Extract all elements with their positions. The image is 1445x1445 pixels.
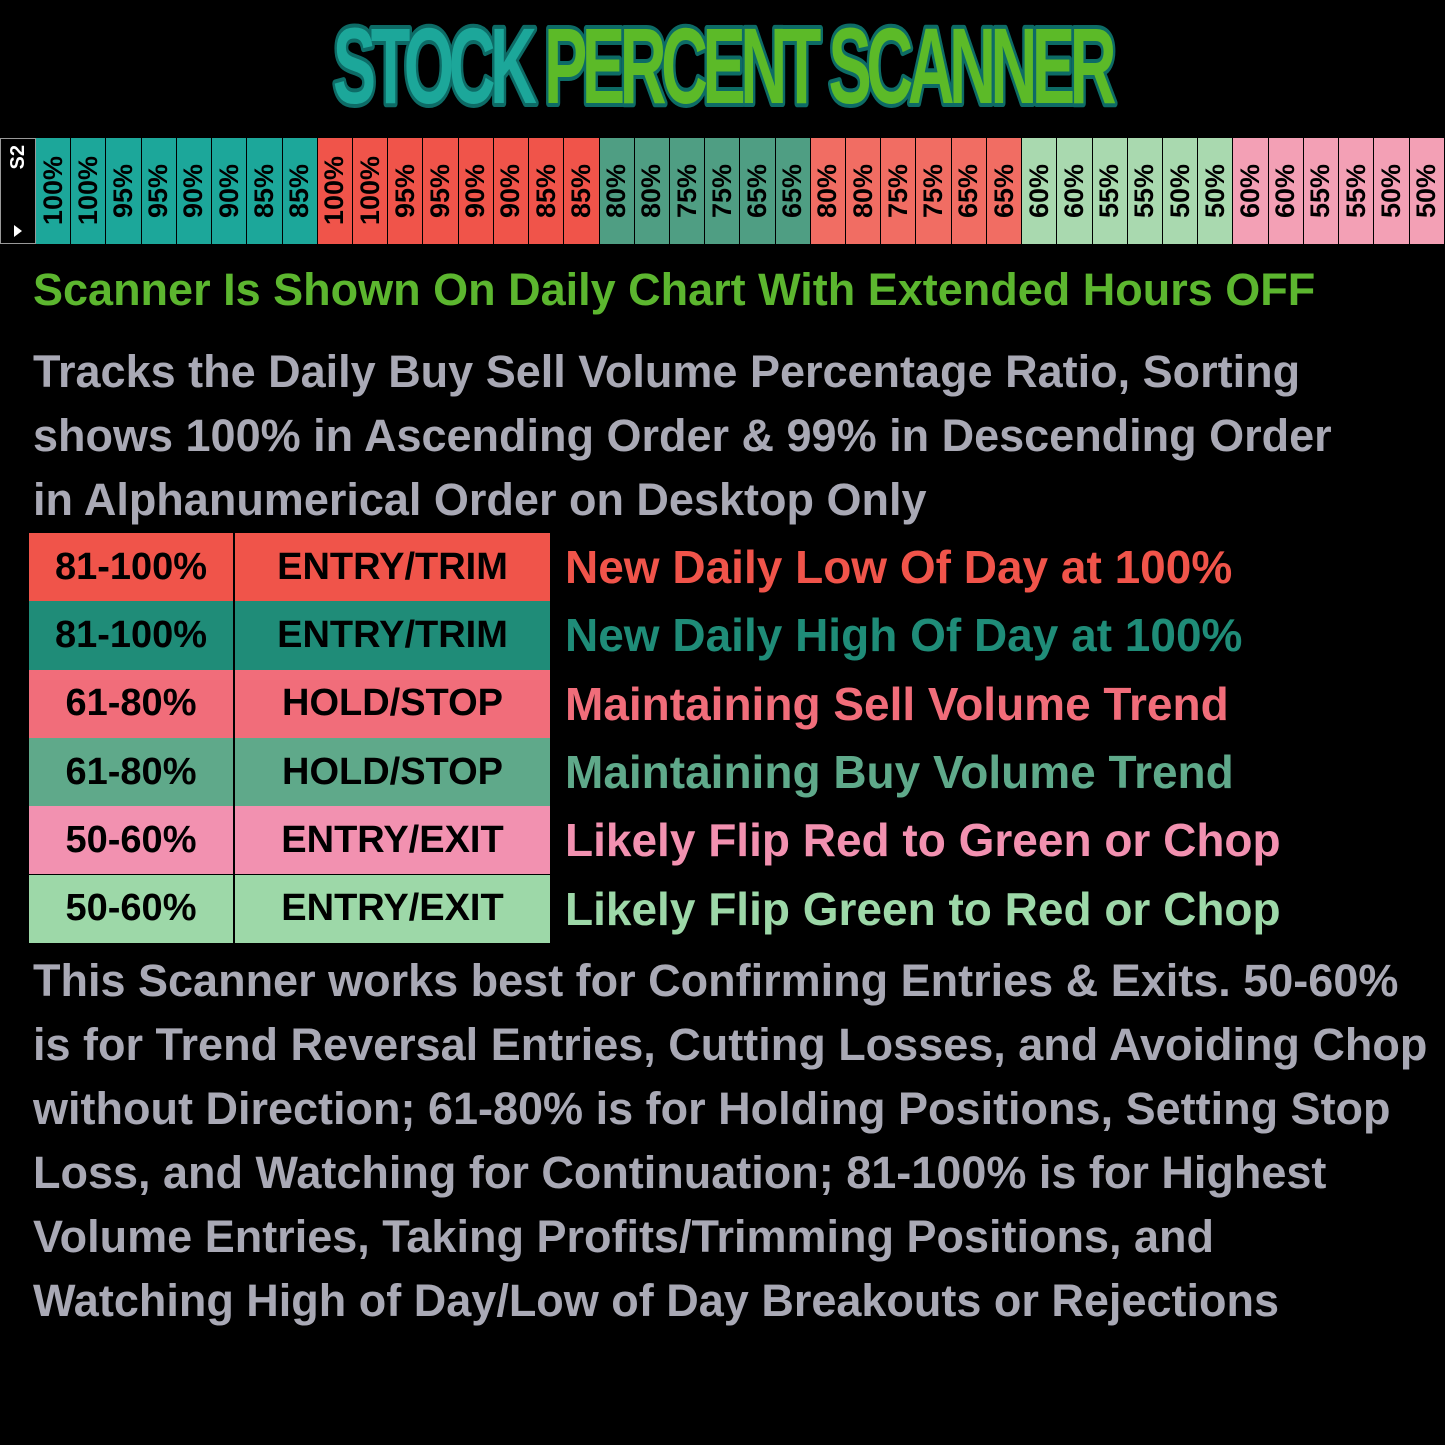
svg-text:STOCK PERCENT SCANNER: STOCK PERCENT SCANNER <box>333 5 1116 120</box>
